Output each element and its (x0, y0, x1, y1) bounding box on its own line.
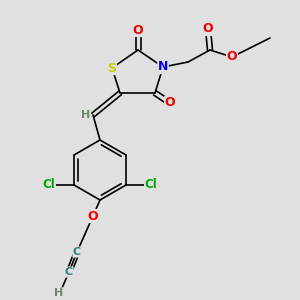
Text: H: H (54, 288, 64, 298)
Text: C: C (65, 267, 73, 277)
Text: O: O (133, 23, 143, 37)
Text: Cl: Cl (43, 178, 56, 191)
Text: C: C (73, 247, 81, 257)
Text: N: N (158, 61, 168, 74)
Text: Cl: Cl (145, 178, 158, 191)
Text: O: O (88, 209, 98, 223)
Text: H: H (81, 110, 91, 120)
Text: O: O (165, 97, 175, 110)
Text: O: O (227, 50, 237, 64)
Text: O: O (203, 22, 213, 35)
Text: S: S (107, 61, 116, 74)
